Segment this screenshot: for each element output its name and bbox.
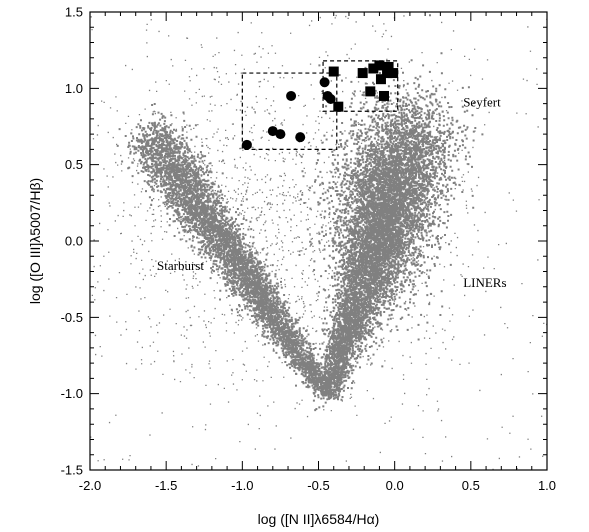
square-point	[333, 101, 344, 112]
y-tick-labels: -1.5 -1.0 -0.5 0.0 0.5 1.0 1.5	[61, 5, 83, 478]
x-tick-labels: -2.0 -1.5 -1.0 -0.5 0.0 0.5 1.0	[79, 478, 556, 493]
selection-box-1	[241, 72, 338, 151]
highlighted-points	[241, 60, 399, 150]
square-point	[379, 90, 390, 101]
square-point	[388, 68, 399, 79]
square-point	[374, 60, 385, 71]
x-tick-label: 0.5	[462, 478, 480, 493]
y-tick-label: 1.0	[65, 81, 83, 96]
circle-point	[241, 139, 252, 150]
region-label-starburst: Starburst	[157, 258, 204, 273]
circle-point	[319, 77, 330, 88]
x-axis-title: log ([N II]λ6584/Hα)	[258, 511, 380, 527]
region-label-seyfert: Seyfert	[463, 95, 501, 110]
x-tick-label: 0.0	[386, 478, 404, 493]
y-tick-label: -1.0	[61, 386, 83, 401]
circle-point	[275, 129, 286, 140]
tick-marks	[89, 11, 548, 471]
x-tick-label: -0.5	[307, 478, 329, 493]
circle-point	[267, 126, 278, 137]
x-tick-label: -2.0	[79, 478, 101, 493]
x-tick-label: -1.5	[155, 478, 177, 493]
y-axis-title: log ([O III]λ5007/Hβ)	[27, 178, 43, 304]
x-tick-label: 1.0	[538, 478, 556, 493]
y-tick-label: 0.0	[65, 234, 83, 249]
background-points	[90, 14, 548, 471]
circle-point	[286, 90, 297, 101]
square-point	[383, 61, 394, 72]
region-label-liners: LINERs	[463, 275, 506, 290]
y-tick-label: -0.5	[61, 310, 83, 325]
x-tick-label: -1.0	[231, 478, 253, 493]
square-point	[328, 66, 339, 77]
region-labels: Seyfert Starburst LINERs	[157, 95, 507, 290]
y-tick-label: 0.5	[65, 157, 83, 172]
circle-point	[295, 132, 306, 143]
square-point	[365, 86, 376, 97]
background-galaxy-distribution	[90, 14, 548, 471]
square-point	[368, 63, 379, 74]
selection-boxes	[241, 60, 399, 151]
y-tick-label: -1.5	[61, 463, 83, 478]
square-point	[382, 68, 393, 79]
circle-point	[325, 94, 336, 105]
y-tick-label: 1.5	[65, 5, 83, 20]
square-point	[375, 74, 386, 85]
square-point	[357, 68, 368, 79]
axis-ticks	[89, 11, 548, 471]
